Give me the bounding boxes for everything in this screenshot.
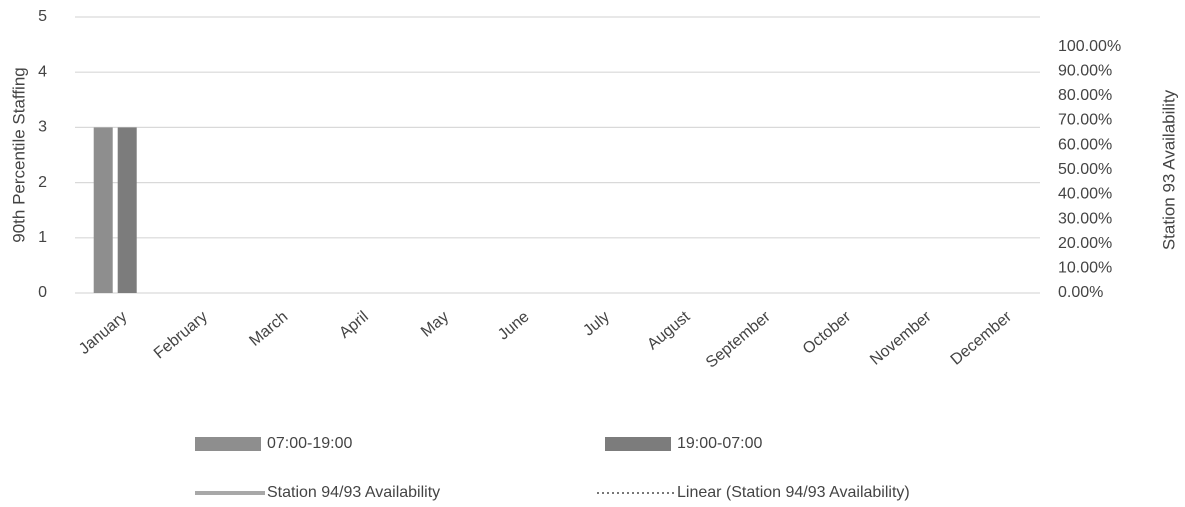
- y-tick-label: 2: [38, 174, 47, 191]
- x-tick-label: November: [867, 308, 935, 369]
- y-tick-label: 1: [38, 229, 47, 246]
- x-tick-label: December: [948, 308, 1016, 369]
- x-tick-label: August: [644, 308, 694, 353]
- y2-tick-label: 10.00%: [1058, 260, 1112, 277]
- y2-tick-label: 90.00%: [1058, 62, 1112, 79]
- x-tick-label: January: [76, 308, 131, 358]
- x-tick-label: September: [703, 308, 774, 372]
- x-tick-label: May: [418, 308, 452, 340]
- legend-label: Station 94/93 Availability: [267, 484, 440, 501]
- legend-label: Linear (Station 94/93 Availability): [677, 484, 910, 501]
- legend-label: 19:00-07:00: [677, 435, 763, 452]
- y2-tick-label: 0.00%: [1058, 284, 1103, 301]
- x-tick-label: June: [495, 308, 533, 343]
- bar: [117, 127, 137, 294]
- y2-tick-label: 60.00%: [1058, 136, 1112, 153]
- x-tick-label: July: [580, 308, 613, 339]
- y-axis-title: 90th Percentile Staffing: [9, 67, 28, 242]
- y2-axis-title: Station 93 Availability: [1159, 89, 1178, 250]
- y-tick-label: 4: [38, 63, 47, 80]
- legend-label: 07:00-19:00: [267, 435, 353, 452]
- y2-tick-label: 70.00%: [1058, 112, 1112, 129]
- legend-swatch: [605, 437, 671, 451]
- y-tick-label: 5: [38, 8, 47, 25]
- x-tick-label: April: [336, 308, 371, 342]
- legend-swatch: [195, 437, 261, 451]
- bar: [93, 127, 113, 294]
- y2-tick-label: 40.00%: [1058, 186, 1112, 203]
- y2-tick-label: 80.00%: [1058, 87, 1112, 104]
- x-tick-label: October: [800, 308, 855, 358]
- y2-tick-label: 20.00%: [1058, 235, 1112, 252]
- x-tick-label: March: [246, 308, 291, 350]
- y2-tick-label: 50.00%: [1058, 161, 1112, 178]
- y2-tick-label: 30.00%: [1058, 210, 1112, 227]
- x-tick-label: February: [151, 308, 211, 362]
- y-tick-label: 3: [38, 119, 47, 136]
- y-tick-label: 0: [38, 284, 47, 301]
- y2-tick-label: 100.00%: [1058, 38, 1121, 55]
